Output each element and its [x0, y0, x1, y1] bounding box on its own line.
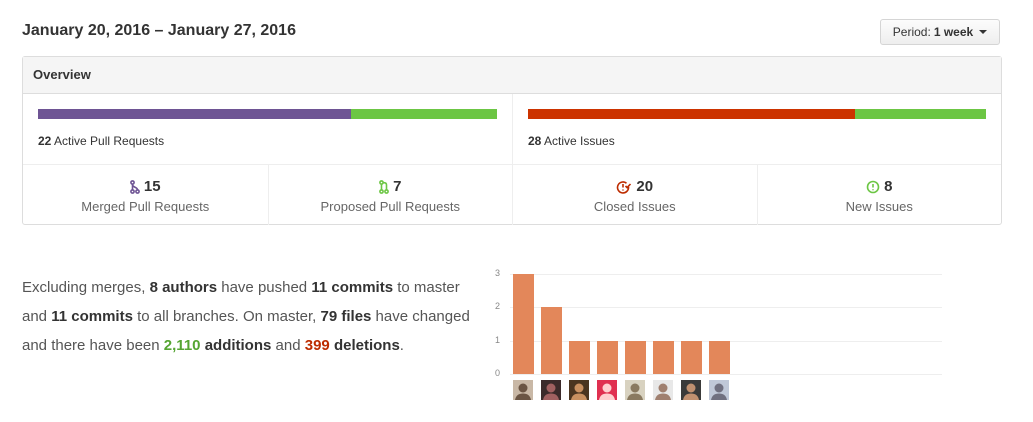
active-pr-count: 22	[38, 134, 52, 148]
proposed-label: Proposed Pull Requests	[320, 199, 460, 214]
open-segment	[855, 109, 986, 119]
author-avatar[interactable]	[569, 380, 589, 400]
merged-count: 15	[143, 178, 161, 195]
proposed-pull-requests-stat[interactable]: 7 Proposed Pull Requests	[267, 165, 513, 225]
open-segment	[351, 109, 497, 119]
pull-requests-progress-bar	[38, 109, 497, 119]
new-issues-stat[interactable]: 8 New Issues	[756, 165, 1002, 225]
period-select-button[interactable]: Period: 1 week	[880, 19, 1000, 45]
commit-bar[interactable]	[625, 340, 646, 374]
files-changed-count: 79 files	[320, 308, 372, 325]
commit-bar[interactable]	[513, 273, 534, 374]
chart-gridline	[510, 273, 942, 275]
git-pull-request-icon	[379, 179, 389, 194]
additions-count: 2,110	[163, 337, 201, 354]
active-issues-link[interactable]: 28 Active Issues	[528, 134, 615, 148]
issues-summary: 28 Active Issues	[512, 94, 1001, 164]
author-avatar[interactable]	[541, 380, 561, 400]
git-merge-icon	[130, 179, 140, 194]
overview-title: Overview	[23, 57, 1001, 94]
overview-panel: Overview 22 Active Pull Requests 28 Acti…	[22, 56, 1002, 225]
commit-bar[interactable]	[709, 340, 730, 374]
merged-label: Merged Pull Requests	[81, 199, 210, 214]
authors-count: 8 authors	[149, 279, 218, 296]
merged-segment	[38, 109, 352, 119]
period-prefix: Period:	[892, 25, 931, 39]
issue-opened-icon	[866, 180, 880, 194]
author-avatar[interactable]	[625, 380, 645, 400]
caret-down-icon	[979, 30, 988, 34]
all-commits-count: 11 commits	[51, 308, 133, 325]
commit-summary-text: Excluding merges, 8 authors have pushed …	[22, 279, 470, 354]
author-avatar[interactable]	[513, 380, 533, 400]
author-avatar[interactable]	[653, 380, 673, 400]
issues-progress-bar	[528, 109, 986, 119]
issue-closed-icon	[616, 180, 632, 194]
commits-by-author-chart: 0 1 2 3	[488, 262, 948, 412]
closed-count: 20	[636, 178, 654, 195]
author-avatar[interactable]	[681, 380, 701, 400]
author-avatar[interactable]	[709, 380, 729, 400]
date-range-title: January 20, 2016 – January 27, 2016	[22, 22, 296, 39]
y-tick-label: 2	[494, 301, 500, 311]
y-tick-label: 0	[494, 368, 500, 378]
new-issues-count: 8	[884, 178, 893, 195]
active-pr-label: Active Pull Requests	[54, 134, 165, 148]
chart-gridline	[510, 374, 942, 375]
commit-bar[interactable]	[541, 307, 562, 374]
active-pull-requests-link[interactable]: 22 Active Pull Requests	[38, 134, 164, 148]
deletions-word: deletions	[333, 337, 400, 354]
pull-requests-summary: 22 Active Pull Requests	[23, 94, 512, 164]
closed-label: Closed Issues	[593, 199, 676, 214]
master-commits-count: 11 commits	[311, 279, 394, 296]
y-tick-label: 1	[494, 334, 500, 345]
deletions-count: 399	[304, 337, 330, 354]
period-value: 1 week	[933, 25, 974, 39]
merged-pull-requests-stat[interactable]: 15 Merged Pull Requests	[23, 165, 268, 225]
new-issues-label: New Issues	[845, 199, 913, 214]
additions-word: additions	[204, 337, 272, 354]
commit-bar[interactable]	[653, 340, 674, 374]
active-issues-count: 28	[528, 134, 542, 148]
active-issues-label: Active Issues	[544, 134, 615, 148]
author-avatar[interactable]	[597, 380, 617, 400]
proposed-count: 7	[393, 178, 402, 195]
commit-bar[interactable]	[681, 340, 702, 374]
closed-issues-stat[interactable]: 20 Closed Issues	[512, 165, 757, 225]
chart-gridline	[510, 307, 942, 308]
closed-segment	[528, 109, 855, 119]
y-tick-label: 3	[494, 267, 500, 278]
commit-bar[interactable]	[597, 340, 618, 374]
commit-bar[interactable]	[569, 340, 590, 374]
